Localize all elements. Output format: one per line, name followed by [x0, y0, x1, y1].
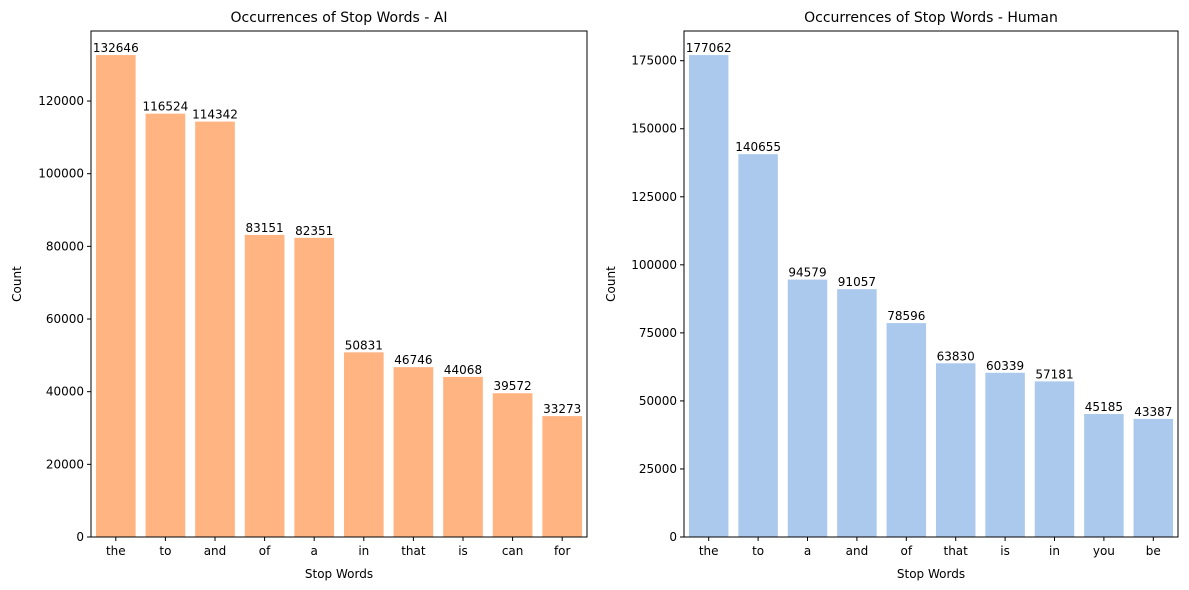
y-axis-label: Count — [10, 266, 24, 302]
y-tick-label: 50000 — [639, 394, 677, 408]
data-label: 94579 — [788, 266, 826, 280]
x-tick-label: a — [804, 544, 811, 558]
data-label: 45185 — [1085, 400, 1123, 414]
bar-human-you — [1084, 414, 1124, 537]
bar-ai-that — [393, 367, 434, 537]
bar-human-in — [1034, 381, 1075, 537]
data-label: 140655 — [735, 140, 781, 154]
y-tick-label: 60000 — [46, 312, 84, 326]
data-label: 43387 — [1134, 405, 1172, 419]
data-label: 50831 — [345, 338, 383, 352]
y-tick-label: 175000 — [631, 54, 677, 68]
x-tick-label: and — [204, 544, 227, 558]
y-tick-label: 0 — [76, 530, 84, 544]
x-tick-label: for — [554, 544, 571, 558]
bar-human-a — [787, 279, 828, 537]
y-tick-label: 75000 — [639, 326, 677, 340]
bar-ai-and — [195, 121, 235, 538]
data-label: 91057 — [838, 275, 876, 289]
x-axis-label: Stop Words — [305, 567, 373, 581]
x-tick-label: and — [846, 544, 869, 558]
y-axis-label: Count — [604, 266, 618, 302]
y-tick-label: 150000 — [631, 122, 677, 136]
y-tick-label: 0 — [669, 530, 677, 544]
x-tick-label: of — [901, 544, 913, 558]
y-tick-label: 80000 — [46, 239, 84, 253]
data-label: 177062 — [686, 41, 732, 55]
y-tick-label: 40000 — [46, 385, 84, 399]
bar-human-of — [886, 323, 927, 537]
bar-human-the — [688, 55, 729, 538]
data-label: 83151 — [246, 221, 284, 235]
x-tick-label: in — [1049, 544, 1060, 558]
x-tick-label: can — [502, 544, 524, 558]
x-tick-label: the — [699, 544, 719, 558]
bar-human-be — [1133, 418, 1174, 537]
y-tick-label: 20000 — [46, 457, 84, 471]
data-label: 63830 — [937, 349, 975, 363]
x-tick-label: you — [1093, 544, 1115, 558]
bar-ai-a — [294, 237, 335, 538]
y-tick-label: 125000 — [631, 190, 677, 204]
data-label: 116524 — [142, 100, 188, 114]
plot-frame — [90, 30, 588, 538]
data-label: 78596 — [887, 309, 925, 323]
bar-ai-the — [95, 55, 136, 537]
data-label: 33273 — [543, 402, 581, 416]
chart-title: Occurrences of Stop Words - Human — [804, 10, 1058, 26]
y-tick-label: 100000 — [38, 167, 84, 181]
data-label: 114342 — [192, 108, 238, 122]
bar-human-and — [837, 289, 877, 537]
x-tick-label: is — [1000, 544, 1010, 558]
x-tick-label: to — [752, 544, 764, 558]
y-tick-label: 120000 — [38, 94, 84, 108]
data-label: 60339 — [986, 359, 1024, 373]
x-tick-label: to — [159, 544, 171, 558]
x-tick-label: of — [259, 544, 271, 558]
x-tick-label: that — [944, 544, 969, 558]
data-label: 82351 — [295, 224, 333, 238]
bar-ai-of — [244, 234, 285, 537]
bar-ai-to — [145, 113, 186, 538]
data-label: 132646 — [93, 41, 139, 55]
data-label: 39572 — [494, 379, 532, 393]
x-tick-label: in — [358, 544, 369, 558]
bar-human-to — [738, 154, 778, 537]
chart-title: Occurrences of Stop Words - AI — [231, 10, 448, 26]
data-label: 57181 — [1035, 367, 1073, 381]
x-tick-label: that — [401, 544, 426, 558]
x-tick-label: is — [458, 544, 468, 558]
x-tick-label: the — [106, 544, 126, 558]
bar-ai-can — [492, 393, 533, 537]
x-tick-label: be — [1146, 544, 1161, 558]
bar-ai-in — [343, 352, 384, 537]
chart-panel-human: Occurrences of Stop Words - Human 177062 t… — [604, 10, 1179, 581]
y-tick-label: 100000 — [631, 258, 677, 272]
bar-ai-is — [443, 376, 483, 537]
plot-frame — [683, 30, 1179, 538]
bar-human-is — [985, 372, 1025, 537]
chart-panel-ai: Occurrences of Stop Words - AI 132646 the 1… — [10, 10, 588, 581]
bar-human-that — [935, 363, 976, 537]
data-label: 44068 — [444, 363, 482, 377]
y-tick-label: 25000 — [639, 462, 677, 476]
x-axis-label: Stop Words — [897, 567, 965, 581]
data-label: 46746 — [394, 353, 432, 367]
x-tick-label: a — [311, 544, 318, 558]
bar-ai-for — [542, 416, 583, 537]
